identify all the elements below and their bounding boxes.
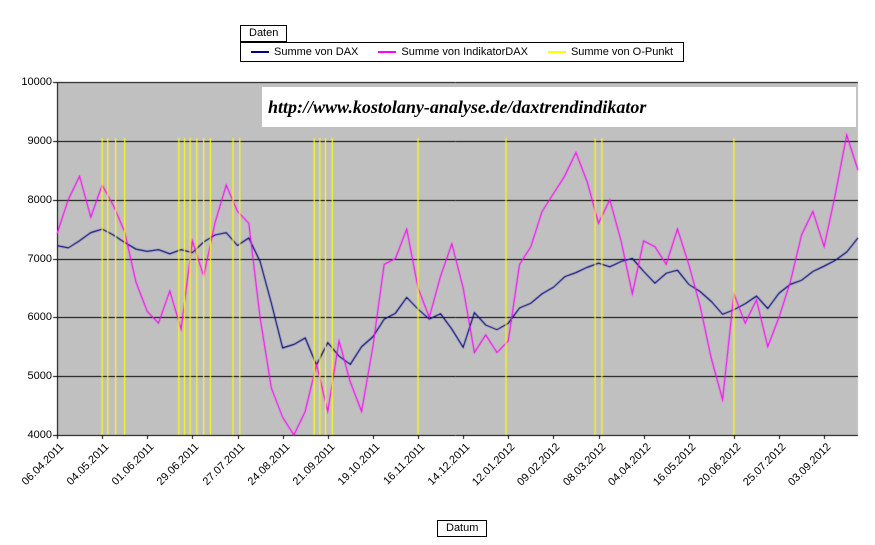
opunkt-line-swatch <box>547 51 566 53</box>
daten-field-button[interactable]: Daten <box>240 25 288 42</box>
legend-label-indikatordax: Summe von IndikatorDAX <box>401 46 528 58</box>
dax-line-swatch <box>251 51 269 53</box>
y-tick-label: 6000 <box>27 310 52 323</box>
y-tick-label: 4000 <box>27 428 52 441</box>
legend-item-dax: Summe von DAX <box>251 46 358 58</box>
legend-label-dax: Summe von DAX <box>274 46 359 58</box>
indikatordax-line-swatch <box>378 51 397 53</box>
y-tick-label: 8000 <box>27 193 52 206</box>
y-tick-label: 10000 <box>21 75 52 88</box>
datum-field-button[interactable]: Datum <box>437 520 488 537</box>
url-annotation: http://www.kostolany-analyse.de/daxtrend… <box>262 87 856 127</box>
y-tick-label: 9000 <box>27 134 52 147</box>
legend-item-indikatordax: Summe von IndikatorDAX <box>378 46 528 58</box>
legend: Summe von DAX Summe von IndikatorDAX Sum… <box>240 42 685 62</box>
y-tick-label: 7000 <box>27 252 52 265</box>
legend-label-opunkt: Summe von O-Punkt <box>570 46 674 58</box>
y-tick-label: 5000 <box>27 369 52 382</box>
legend-item-opunkt: Summe von O-Punkt <box>547 46 674 58</box>
